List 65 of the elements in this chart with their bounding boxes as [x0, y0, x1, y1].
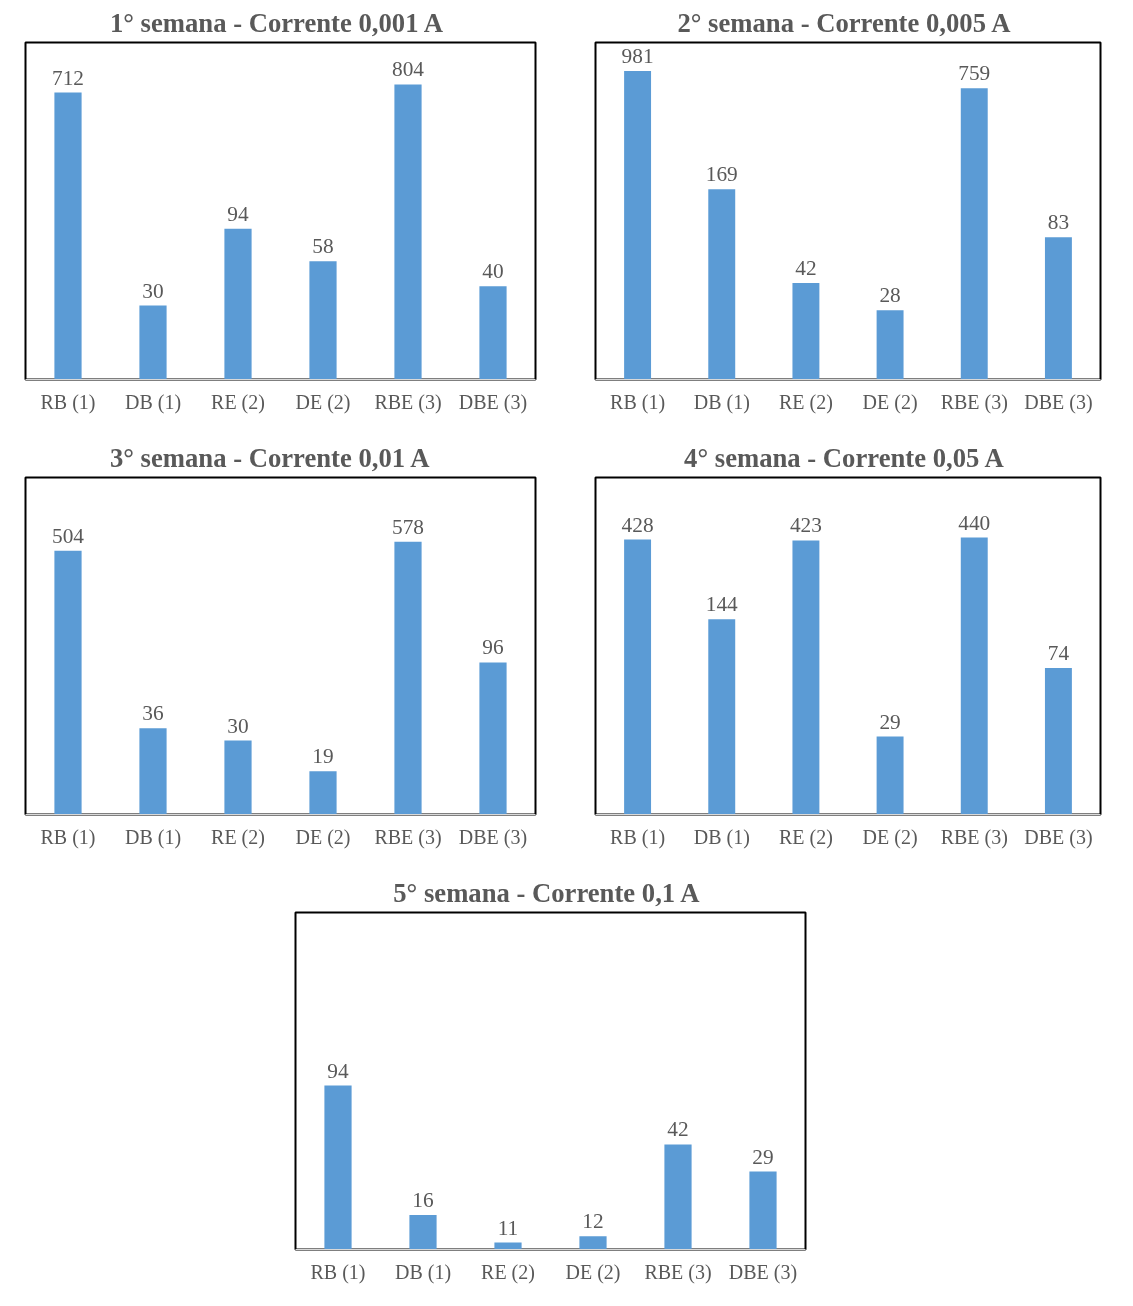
data-label: 28 [879, 283, 901, 308]
x-tick-label: DBE (3) [1024, 825, 1093, 849]
x-tick-label: DB (1) [124, 390, 182, 414]
data-label: 29 [752, 1144, 774, 1169]
data-label: 42 [795, 255, 817, 280]
data-label: 29 [879, 709, 901, 734]
data-label: 12 [582, 1209, 604, 1234]
x-tick-label: RB (1) [310, 1260, 366, 1284]
data-label: 759 [958, 61, 991, 86]
x-tick-label: RBE (3) [374, 825, 442, 849]
x-tick-label: RBE (3) [644, 1260, 712, 1284]
data-label: 36 [142, 701, 164, 726]
data-label: 42 [667, 1117, 689, 1142]
x-tick-label: DBE (3) [458, 390, 528, 414]
x-tick-label: RBE (3) [374, 390, 442, 414]
data-label: 169 [705, 162, 738, 187]
chart-title: 2° semana - Corrente 0,005 A [677, 7, 1012, 38]
x-tick-label: DBE (3) [458, 825, 528, 849]
x-tick-label: RB (1) [40, 825, 96, 849]
chart-title: 3° semana - Corrente 0,01 A [109, 442, 431, 473]
data-label: 19 [312, 744, 334, 769]
data-label: 94 [227, 201, 249, 226]
x-tick-label: RE (2) [211, 825, 265, 849]
data-label: 94 [327, 1058, 349, 1083]
data-label: 11 [497, 1215, 519, 1240]
x-tick-label: DE (2) [295, 390, 351, 414]
data-label: 144 [705, 592, 739, 617]
data-label: 578 [392, 514, 424, 539]
x-tick-label: DB (1) [693, 390, 750, 414]
x-tick-label: DE (2) [862, 390, 918, 414]
x-tick-label: DE (2) [295, 825, 351, 849]
x-tick-label: RE (2) [778, 390, 833, 414]
data-label: 96 [482, 635, 504, 660]
data-label: 74 [1047, 641, 1070, 666]
data-label: 804 [392, 57, 425, 82]
data-label: 30 [142, 278, 164, 303]
data-label: 428 [621, 512, 654, 537]
data-label: 423 [789, 513, 822, 538]
x-tick-label: DE (2) [862, 825, 918, 849]
x-tick-label: RB (1) [40, 390, 96, 414]
chart-title: 5° semana - Corrente 0,1 A [393, 877, 701, 908]
x-tick-label: RB (1) [610, 825, 666, 849]
x-tick-label: RBE (3) [940, 825, 1008, 849]
data-label: 30 [227, 713, 249, 738]
data-label: 440 [958, 510, 991, 535]
x-tick-label: RB (1) [610, 390, 666, 414]
chart-title: 1° semana - Corrente 0,001 A [109, 7, 444, 38]
x-tick-label: DB (1) [693, 825, 750, 849]
x-tick-label: DE (2) [565, 1260, 621, 1284]
x-tick-label: DBE (3) [1024, 390, 1093, 414]
x-tick-label: RBE (3) [940, 390, 1008, 414]
x-tick-label: RE (2) [778, 825, 833, 849]
x-tick-label: RE (2) [211, 390, 265, 414]
data-label: 504 [52, 523, 85, 548]
data-label: 16 [412, 1188, 434, 1213]
data-label: 40 [482, 259, 504, 284]
data-label: 58 [312, 234, 334, 259]
chart-title: 4° semana - Corrente 0,05 A [684, 442, 1005, 473]
x-tick-label: RE (2) [481, 1260, 535, 1284]
x-tick-label: DB (1) [124, 825, 182, 849]
data-label: 981 [621, 44, 654, 69]
data-label: 83 [1047, 210, 1070, 235]
x-tick-label: DBE (3) [728, 1260, 798, 1284]
data-label: 712 [52, 65, 84, 90]
x-tick-label: DB (1) [394, 1260, 452, 1284]
